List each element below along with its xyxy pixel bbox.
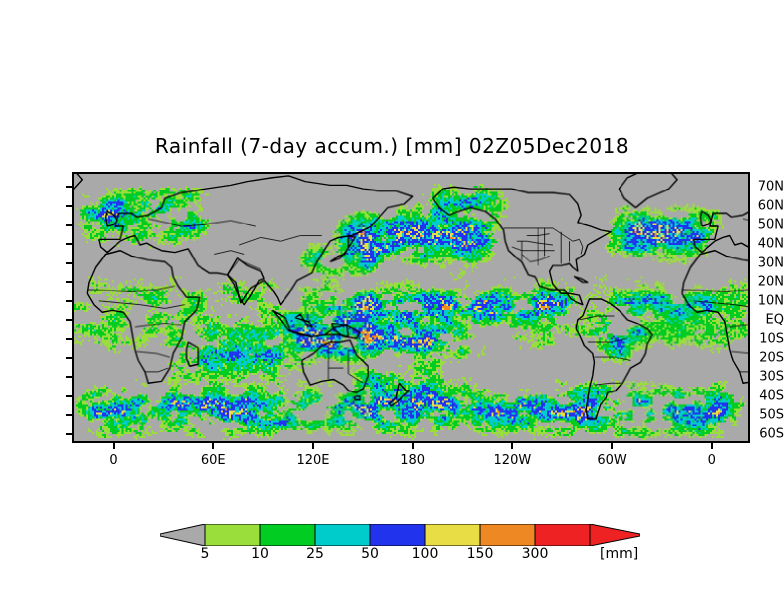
colorbar-unit-label: [mm] <box>600 546 639 562</box>
colorbar: [mm] 5 10 25 50 100 150 300 <box>160 524 640 570</box>
x-tick-label: 120E <box>296 453 330 468</box>
x-tick-mark <box>311 443 314 449</box>
x-tick-mark <box>611 443 614 449</box>
x-tick-label: 180 <box>400 453 426 468</box>
x-tick-mark <box>212 443 215 449</box>
colorbar-tick-label: 50 <box>361 546 379 562</box>
x-tick-label: 60E <box>200 453 226 468</box>
colorbar-tick-label: 150 <box>466 546 494 562</box>
rainfall-map <box>72 172 750 443</box>
x-tick-mark <box>511 443 514 449</box>
rainfall-raster <box>74 174 748 441</box>
colorbar-tick-label: 5 <box>200 546 210 562</box>
x-tick-mark <box>112 443 115 449</box>
x-tick-mark <box>411 443 414 449</box>
page-title: Rainfall (7-day accum.) [mm] 02Z05Dec201… <box>154 134 630 158</box>
x-tick-mark <box>710 443 713 449</box>
x-tick-label: 120W <box>493 453 532 468</box>
colorbar-tick-label: 300 <box>521 546 549 562</box>
colorbar-tick-label: 25 <box>306 546 324 562</box>
colorbar-tick-label: 10 <box>251 546 269 562</box>
x-tick-label: 60W <box>597 453 627 468</box>
colorbar-swatches <box>160 524 640 546</box>
x-axis: 0 60E 120E 180 120W 60W 0 <box>0 443 784 473</box>
x-tick-label: 0 <box>109 453 118 468</box>
x-tick-label: 0 <box>707 453 716 468</box>
colorbar-tick-label: 100 <box>411 546 439 562</box>
